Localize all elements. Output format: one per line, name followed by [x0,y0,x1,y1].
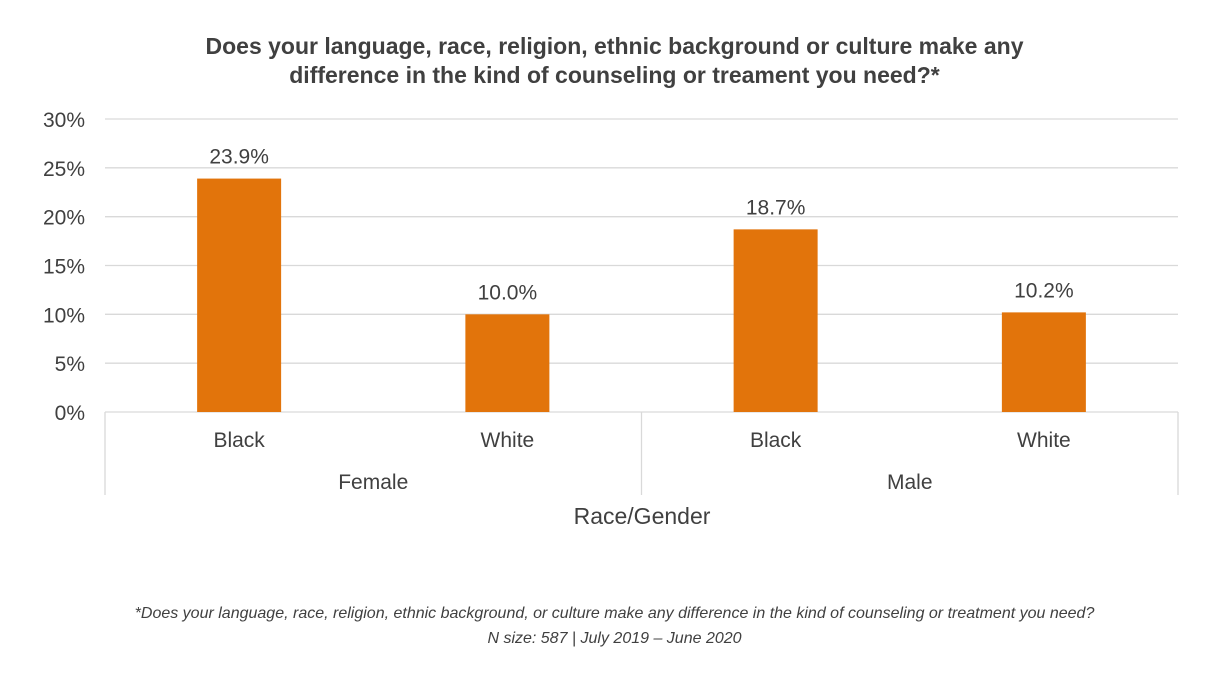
x-group-label: Male [887,471,933,494]
x-axis-title: Race/Gender [574,503,711,529]
data-label: 23.9% [209,146,269,169]
x-category-label: White [1017,429,1071,452]
axes [104,411,1179,495]
y-tick-label: 15% [43,256,85,279]
data-label: 10.2% [1014,279,1074,302]
x-group-label: Female [338,471,408,494]
chart-title-line-1: Does your language, race, religion, ethn… [205,33,1024,59]
x-category-label: White [481,429,535,452]
y-tick-label: 10% [43,304,85,327]
footnote-sample-info: N size: 587 | July 2019 – June 2020 [487,630,742,647]
footnote-question: *Does your language, race, religion, eth… [134,605,1095,622]
data-label: 18.7% [746,196,806,219]
y-tick-label: 5% [55,353,85,376]
bar-female-white [465,314,550,412]
y-tick-label: 20% [43,207,85,230]
x-category-label: Black [750,429,802,452]
bar-male-white [1001,312,1086,412]
labels: 0% 5% 10% 15% 20% 25% 30% 23.9% Black 10.0% White F… [43,109,1074,494]
bar-male-black [733,229,818,412]
data-label: 10.0% [478,281,538,304]
footnote: *Does your language, race, religion, eth… [0,601,1229,651]
chart-title: Does your language, race, religion, ethn… [0,32,1229,90]
chart-title-line-2: difference in the kind of counseling or … [289,62,940,88]
bar-female-black [197,178,282,412]
bars [197,178,1086,412]
y-tick-label: 0% [55,402,85,425]
y-tick-label: 30% [43,109,85,132]
x-category-label: Black [213,429,265,452]
bar-chart: 0% 5% 10% 15% 20% 25% 30% 23.9% Black 10.0% White F… [43,109,1179,529]
y-tick-label: 25% [43,158,85,181]
gridlines [105,118,1178,364]
